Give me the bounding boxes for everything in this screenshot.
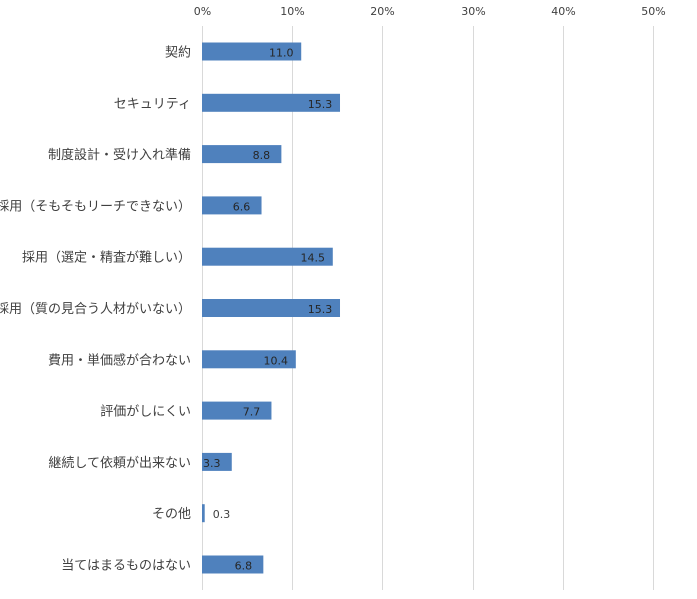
bar — [202, 401, 272, 420]
category-label: その他 — [152, 507, 191, 522]
bar — [202, 93, 341, 112]
x-tick-label: 30% — [461, 5, 485, 18]
bars — [202, 42, 341, 574]
x-tick-label: 10% — [280, 5, 304, 18]
bar — [202, 145, 282, 164]
category-label: 採用（選定・精査が難しい） — [22, 251, 191, 266]
category-label: 契約 — [165, 46, 191, 61]
data-labels: 11.0 15.3 8.8 6.6 14.5 15.3 10.4 7.7 3.3 0.3 6.8 — [203, 47, 332, 573]
data-label: 8.8 — [253, 149, 271, 162]
category-label: セキュリティ — [114, 97, 191, 112]
bar — [202, 452, 232, 471]
bar — [202, 42, 302, 61]
data-label: 10.4 — [264, 354, 289, 367]
data-label: 6.6 — [233, 200, 251, 213]
category-label: 当てはまるものはない — [61, 559, 191, 574]
category-label: 継続して依頼が出来ない — [48, 456, 191, 471]
data-label: 7.7 — [243, 406, 261, 419]
bar — [202, 247, 333, 266]
category-label: 採用（質の見合う人材がいない） — [0, 302, 191, 317]
x-tick-label: 50% — [641, 5, 665, 18]
gridlines — [202, 26, 654, 590]
category-label: 評価がしにくい — [100, 405, 191, 420]
category-label: 制度設計・受け入れ準備 — [48, 147, 191, 163]
bar — [202, 299, 341, 317]
category-label: 採用（そもそもリーチできない） — [0, 199, 191, 214]
bar — [202, 555, 264, 574]
category-label: 費用・単価感が合わない — [48, 352, 191, 368]
bar — [202, 504, 205, 523]
x-tick-label: 20% — [370, 5, 394, 18]
bar — [202, 350, 296, 369]
data-label: 14.5 — [301, 252, 326, 265]
data-label: 6.8 — [235, 560, 253, 573]
bar — [202, 196, 262, 215]
x-axis-ticks: 0% 10% 20% 30% 40% 50% — [194, 5, 666, 18]
x-tick-label: 40% — [551, 5, 575, 18]
x-tick-label: 0% — [194, 5, 211, 18]
data-label: 15.3 — [308, 98, 333, 111]
data-label: 15.3 — [308, 303, 333, 316]
data-label: 0.3 — [213, 508, 231, 521]
data-label: 3.3 — [203, 457, 221, 470]
data-label: 11.0 — [269, 47, 294, 60]
